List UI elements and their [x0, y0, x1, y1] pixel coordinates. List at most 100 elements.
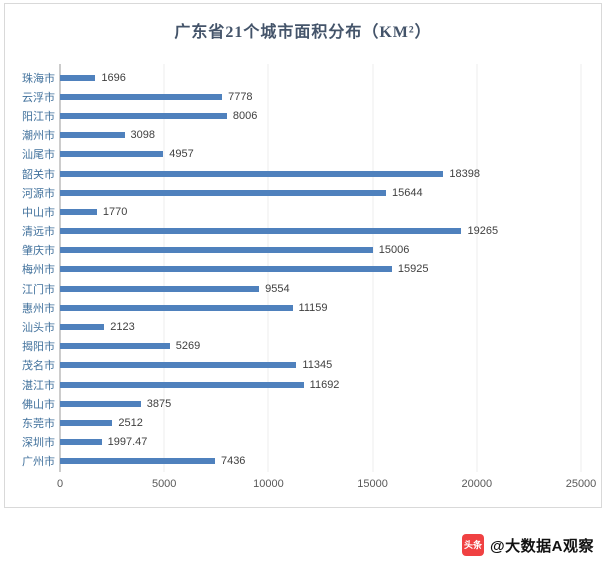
bar-row: 阳江市 8006: [5, 106, 581, 125]
bar-row: 河源市 15644: [5, 183, 581, 202]
category-label: 佛山市: [22, 398, 55, 411]
category-label: 潮州市: [22, 130, 55, 143]
bar-row: 惠州市 11159: [5, 298, 581, 317]
category-label: 汕尾市: [22, 149, 55, 162]
bar: [60, 247, 373, 254]
bar: [60, 324, 105, 331]
bar-track: 4957: [60, 145, 581, 164]
x-tick-label: 25000: [565, 478, 597, 490]
bar-track: 2512: [60, 413, 581, 432]
value-label: 1696: [101, 71, 126, 84]
category-label: 茂名市: [22, 360, 55, 373]
bar-track: 11692: [60, 375, 581, 394]
category-label: 阳江市: [22, 110, 55, 123]
bar: [60, 132, 125, 139]
bar: [60, 74, 96, 81]
chart-title: 广东省21个城市面积分布（KM²）: [174, 24, 432, 41]
category-label: 东莞市: [22, 417, 55, 430]
category-label: 揭阳市: [22, 341, 55, 354]
value-label: 15644: [392, 186, 423, 199]
bar: [60, 93, 223, 100]
category-label: 肇庆市: [22, 245, 55, 258]
value-label: 3098: [130, 129, 156, 142]
category-label: 清远市: [22, 226, 55, 239]
category-label: 中山市: [22, 206, 55, 219]
category-label: 河源市: [22, 187, 55, 200]
value-label: 2123: [110, 321, 135, 334]
bar-row: 揭阳市 5269: [5, 337, 581, 356]
category-label: 梅州市: [22, 264, 55, 277]
x-tick-label: 5000: [151, 478, 177, 490]
watermark-label: @大数据A观察: [490, 537, 594, 555]
bar-row: 潮州市 3098: [5, 126, 581, 145]
bar-track: 5269: [60, 337, 581, 356]
bar-track: 18398: [60, 164, 581, 183]
bar: [60, 362, 297, 369]
bar-rows: 珠海市 1696 云浮市 7778 阳江市 8006 潮州市 3098 汕尾市 4957 韶关市 18…: [5, 68, 581, 471]
bar-track: 1696: [60, 68, 581, 87]
bar-row: 云浮市 7778: [5, 87, 581, 106]
bar: [60, 381, 304, 388]
bar-track: 1770: [60, 202, 581, 221]
watermark: 头条 @大数据A观察: [462, 534, 594, 556]
bar-track: 9554: [60, 279, 581, 298]
toutiao-logo-icon: 头条: [462, 534, 485, 556]
bar-track: 19265: [60, 222, 581, 241]
bar: [60, 304, 293, 311]
bar: [60, 228, 462, 235]
x-tick-label: 0: [56, 478, 64, 490]
bar: [60, 285, 260, 292]
gridline: [580, 64, 582, 472]
gridline: [476, 64, 478, 472]
bar-track: 3098: [60, 126, 581, 145]
bar-row: 东莞市 2512: [5, 413, 581, 432]
value-label: 2512: [118, 416, 143, 429]
bar: [60, 170, 444, 177]
x-tick-label: 10000: [253, 478, 284, 490]
value-label: 15006: [378, 244, 410, 257]
bar: [60, 151, 164, 158]
value-label: 9554: [265, 282, 290, 295]
value-label: 19265: [467, 225, 499, 238]
value-label: 8006: [232, 109, 258, 122]
bar-track: 1997.47: [60, 433, 581, 452]
bar-row: 韶关市 18398: [5, 164, 581, 183]
value-label: 4957: [169, 148, 194, 161]
bar-row: 汕头市 2123: [5, 317, 581, 336]
bar: [60, 189, 387, 196]
bar-row: 梅州市 15925: [5, 260, 581, 279]
bar-row: 广州市 7436: [5, 452, 581, 471]
category-label: 韶关市: [22, 168, 55, 181]
value-label: 7778: [228, 90, 253, 103]
category-label: 惠州市: [22, 302, 55, 315]
bar-track: 15925: [60, 260, 581, 279]
value-label: 11345: [302, 359, 333, 372]
bar-track: 15006: [60, 241, 581, 260]
value-label: 3875: [146, 397, 172, 410]
bar: [60, 419, 113, 426]
bar-track: 11159: [60, 298, 581, 317]
bar-row: 肇庆市 15006: [5, 241, 581, 260]
x-axis: 0 5000 10000 15000 20000 25000: [56, 476, 596, 492]
bar: [60, 439, 102, 446]
value-label: 11159: [298, 301, 328, 314]
bar-row: 佛山市 3875: [5, 394, 581, 413]
value-label: 7436: [220, 455, 246, 468]
value-label: 15925: [397, 263, 429, 276]
category-label: 湛江市: [22, 379, 55, 392]
category-label: 深圳市: [22, 437, 55, 450]
category-label: 汕头市: [22, 322, 55, 335]
bar: [60, 112, 227, 119]
bar-row: 江门市 9554: [5, 279, 581, 298]
value-label: 18398: [449, 167, 480, 180]
category-label: 广州市: [22, 456, 55, 469]
bar-chart: 广东省21个城市面积分布（KM²） 珠海市 1696 云浮市 7778 阳江市 8006 潮…: [4, 3, 602, 508]
x-tick-label: 20000: [461, 478, 493, 490]
bar-track: 3875: [60, 394, 581, 413]
bar-track: 7436: [60, 452, 581, 471]
category-label: 云浮市: [22, 91, 55, 104]
bar: [60, 400, 141, 407]
value-label: 5269: [175, 340, 201, 353]
bar-row: 中山市 1770: [5, 202, 581, 221]
bar: [60, 458, 215, 465]
